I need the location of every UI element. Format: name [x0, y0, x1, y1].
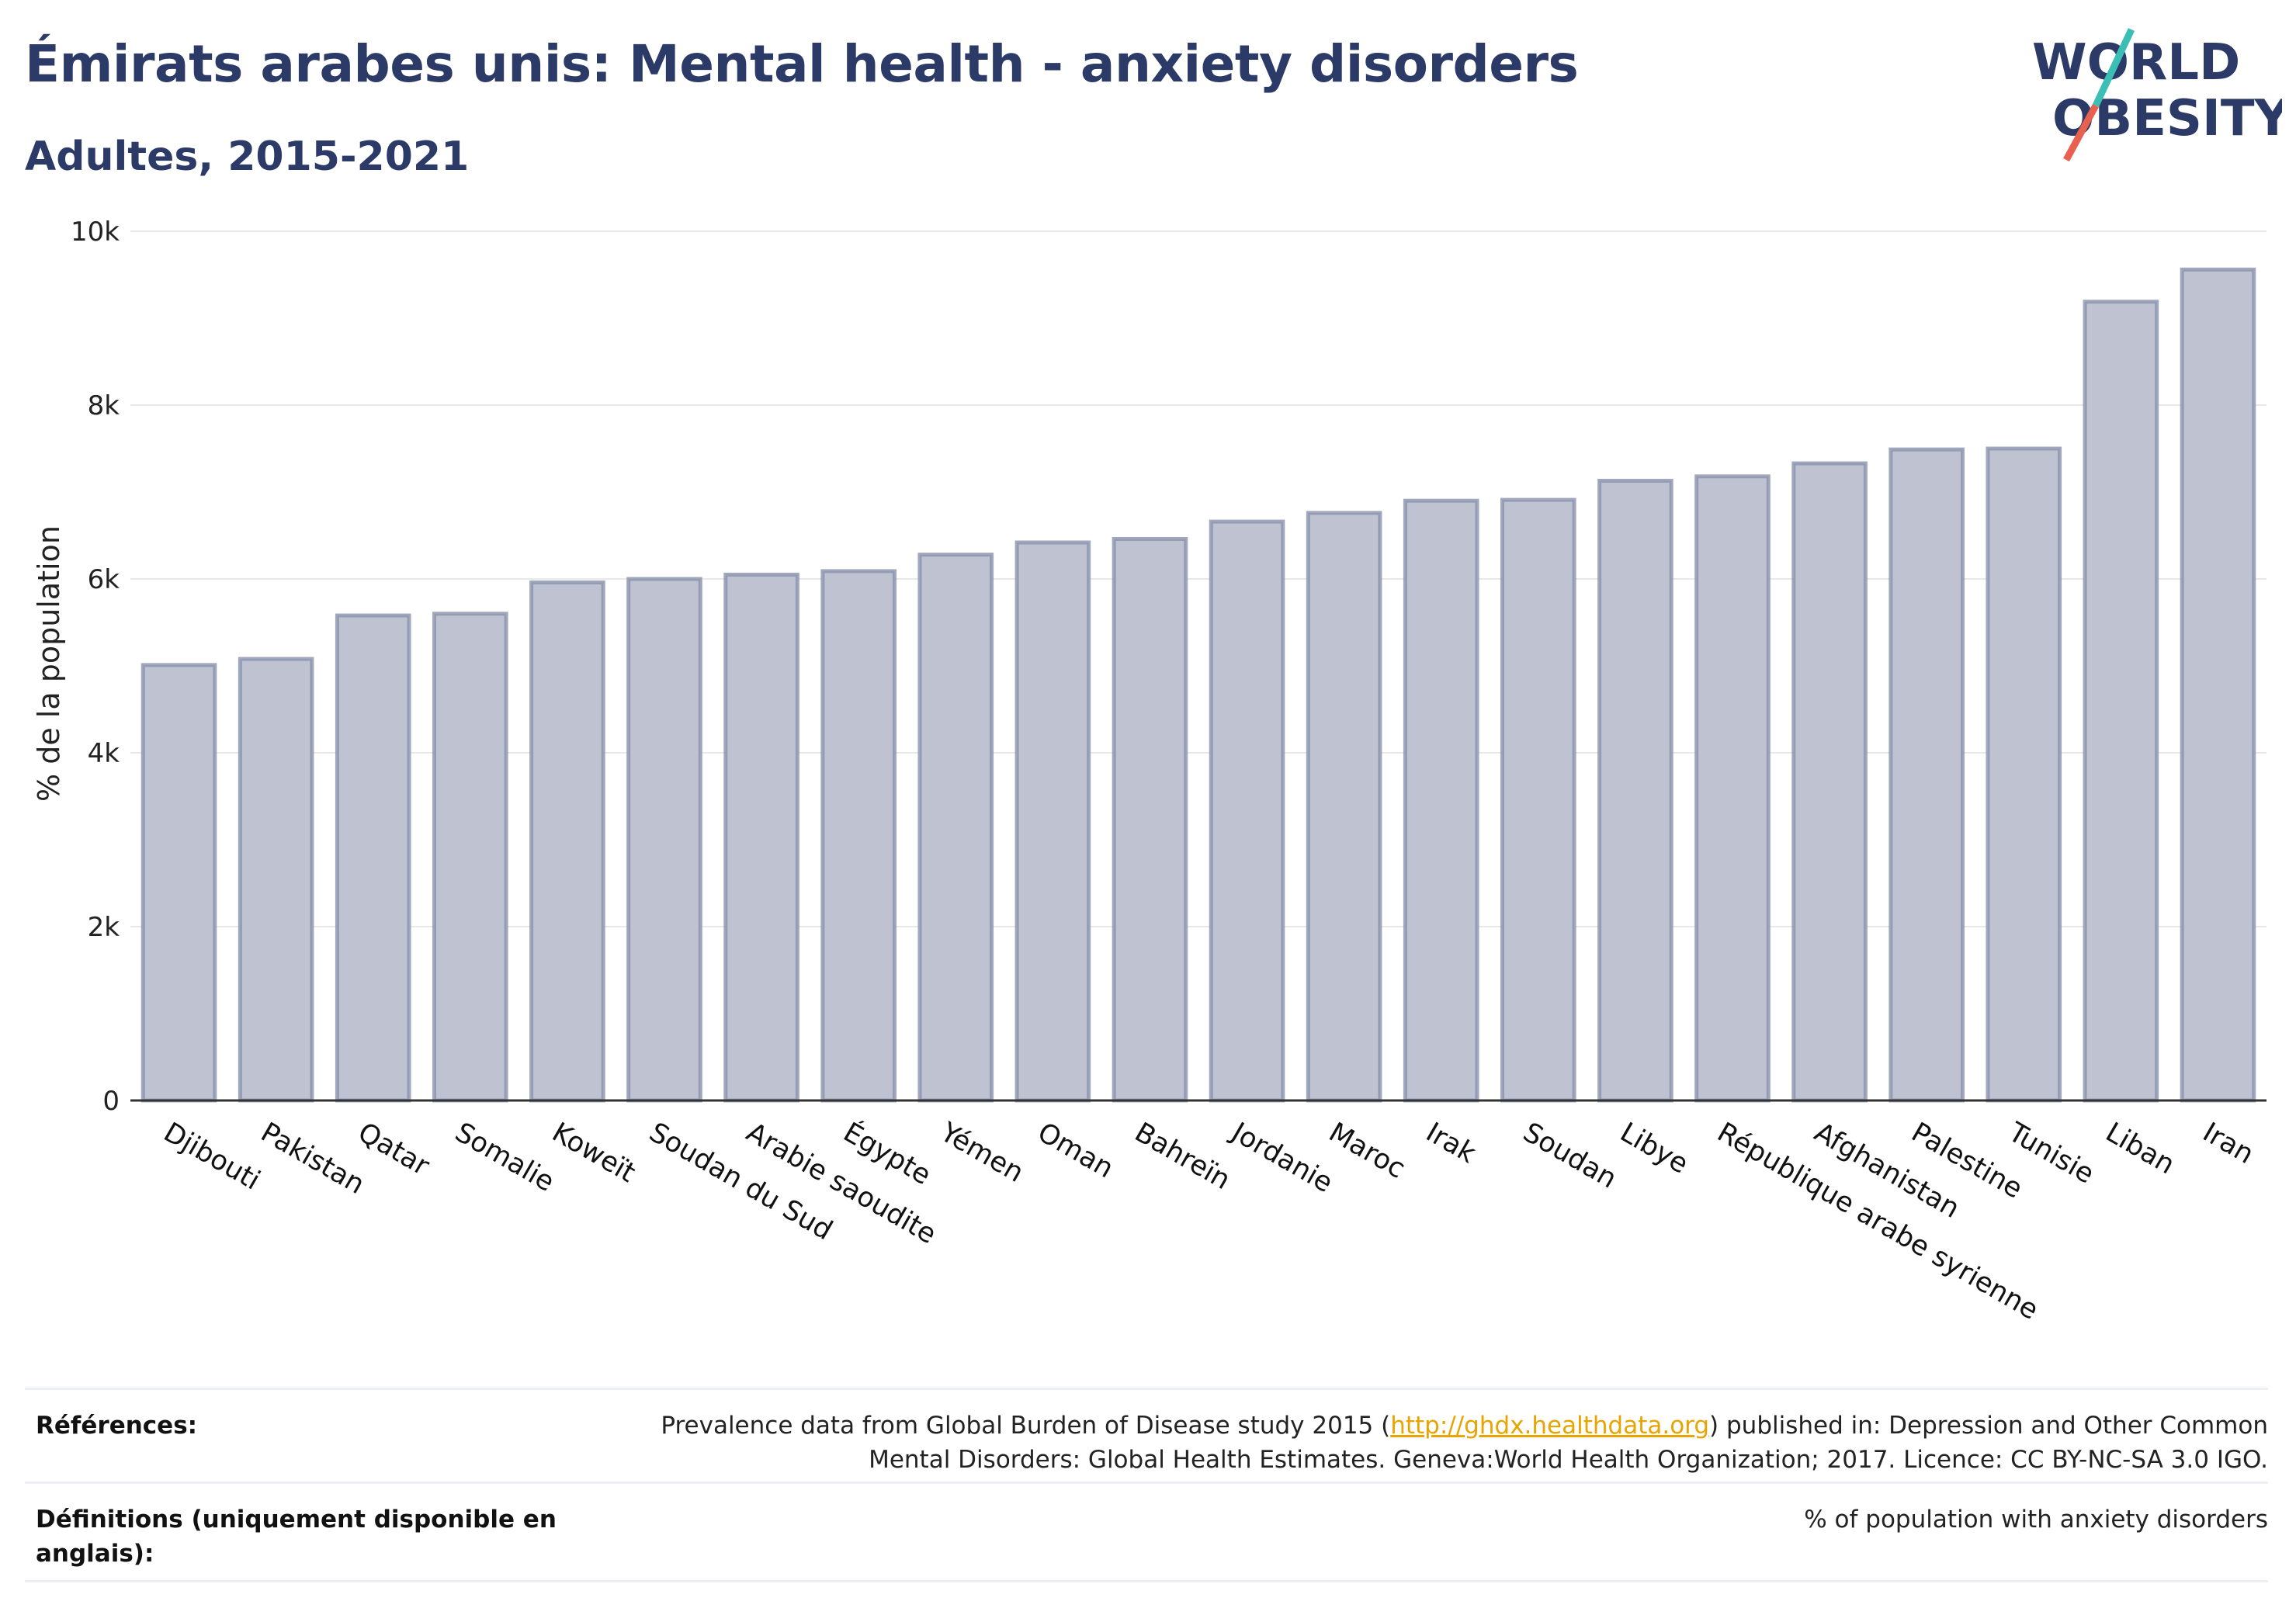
- chart-subtitle: Adultes, 2015-2021: [25, 133, 470, 180]
- definitions-row: Définitions (uniquement disponible en an…: [25, 1482, 2268, 1583]
- y-tick-label: 6k: [88, 564, 120, 595]
- bar[interactable]: [1403, 498, 1479, 1103]
- bar[interactable]: [529, 580, 605, 1103]
- bar[interactable]: [2180, 267, 2256, 1103]
- x-tick-label: Iran: [2197, 1117, 2259, 1170]
- x-tick-label: Bahreïn: [1129, 1117, 1236, 1196]
- x-tick-label: Koweït: [546, 1117, 640, 1189]
- references-link[interactable]: http://ghdx.healthdata.org: [1390, 1412, 1710, 1440]
- x-tick-label: Somalie: [449, 1117, 559, 1198]
- references-text-before-link: Prevalence data from Global Burden of Di…: [661, 1412, 1391, 1440]
- x-tick-label: Maroc: [1323, 1117, 1410, 1185]
- logo-slash-top: [2092, 28, 2135, 107]
- y-tick-label: 10k: [71, 217, 120, 248]
- footer-divider: [25, 1580, 2268, 1582]
- references-label: Références:: [36, 1412, 198, 1440]
- definitions-label-line1: Définitions (uniquement disponible en: [36, 1506, 557, 1534]
- x-tick-label: Yémen: [935, 1117, 1028, 1189]
- bars: [140, 267, 2256, 1103]
- x-tick-label: Pakistan: [255, 1117, 369, 1201]
- bar[interactable]: [1791, 461, 1868, 1103]
- definitions-label: Définitions (uniquement disponible en an…: [36, 1502, 557, 1571]
- x-tick-label: Soudan: [1517, 1117, 1621, 1194]
- bar[interactable]: [238, 657, 314, 1103]
- bar[interactable]: [1014, 540, 1091, 1103]
- bar[interactable]: [1597, 478, 1673, 1103]
- x-tick-label: Djibouti: [158, 1117, 265, 1196]
- x-tick-label: Irak: [1420, 1117, 1481, 1170]
- bar[interactable]: [140, 663, 217, 1103]
- y-tick-label: 0: [102, 1086, 120, 1117]
- x-tick-label: Libye: [1614, 1117, 1693, 1180]
- bar[interactable]: [1888, 447, 1965, 1103]
- world-obesity-logo: WORLD OBESITY: [2032, 28, 2282, 162]
- bar[interactable]: [1500, 497, 1576, 1103]
- references-row: Références: Prevalence data from Global …: [25, 1388, 2268, 1482]
- bar[interactable]: [626, 577, 702, 1103]
- bar[interactable]: [1112, 536, 1188, 1103]
- y-tick-labels: 0 2k 4k 6k 8k 10k: [71, 217, 120, 1117]
- bar[interactable]: [2083, 300, 2159, 1103]
- definitions-label-line2: anglais):: [36, 1540, 154, 1568]
- definitions-text: % of population with anxiety disorders: [1804, 1506, 2268, 1534]
- references-text: Prevalence data from Global Burden of Di…: [661, 1409, 2268, 1477]
- bar[interactable]: [723, 572, 799, 1103]
- references-section: Références: Prevalence data from Global …: [25, 1388, 2268, 1583]
- bar[interactable]: [917, 553, 994, 1103]
- chart-title: Émirats arabes unis: Mental health - anx…: [25, 34, 1579, 94]
- y-tick-label: 2k: [88, 912, 120, 943]
- logo-slash-bottom: [2063, 103, 2099, 162]
- bar[interactable]: [1986, 446, 2062, 1103]
- y-tick-label: 8k: [88, 390, 120, 421]
- y-axis-label: % de la population: [32, 525, 66, 802]
- bar[interactable]: [1694, 474, 1771, 1103]
- x-tick-label: Oman: [1032, 1117, 1119, 1184]
- bar[interactable]: [1209, 519, 1285, 1103]
- bar[interactable]: [820, 569, 897, 1103]
- references-text-after-link: ) published in: Depression and Other Com…: [1709, 1412, 2268, 1440]
- bar[interactable]: [335, 613, 411, 1103]
- bar[interactable]: [1306, 511, 1382, 1103]
- x-tick-label: Jordanie: [1225, 1116, 1337, 1199]
- y-tick-label: 4k: [88, 738, 120, 769]
- bar[interactable]: [432, 612, 508, 1103]
- references-line2: Mental Disorders: Global Health Estimate…: [869, 1446, 2268, 1474]
- x-tick-label: Liban: [2100, 1117, 2180, 1180]
- logo-line1: WORLD: [2032, 34, 2240, 92]
